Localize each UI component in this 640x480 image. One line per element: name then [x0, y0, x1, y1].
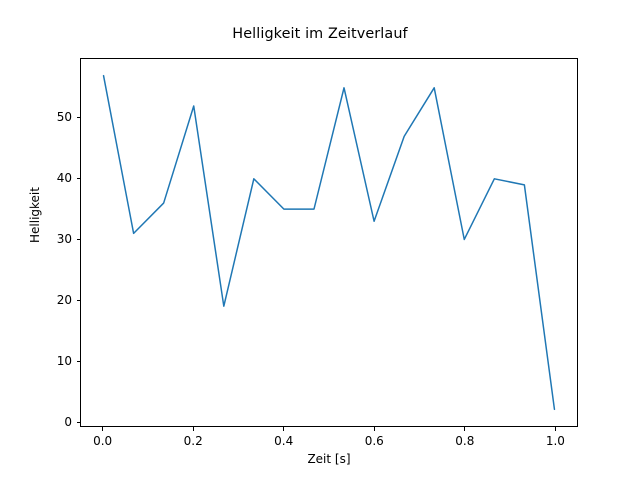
x-tick-label: 0.6	[364, 434, 384, 448]
x-tick-label: 0.0	[93, 434, 113, 448]
y-tick-mark	[76, 116, 80, 118]
x-tick-mark	[554, 427, 556, 431]
x-tick-mark	[373, 427, 375, 431]
y-tick-mark	[76, 177, 80, 179]
chart-title: Helligkeit im Zeitverlauf	[232, 26, 408, 42]
y-tick-mark	[76, 238, 80, 240]
y-tick-label: 50	[56, 110, 72, 125]
y-tick-label: 40	[56, 171, 72, 186]
series-helligkeit-line	[102, 74, 556, 411]
x-tick-mark	[102, 427, 104, 431]
y-tick-mark	[76, 360, 80, 362]
y-tick-mark	[76, 299, 80, 301]
y-tick-mark	[76, 421, 80, 423]
y-tick-label: 30	[56, 232, 72, 247]
x-tick-label: 0.2	[183, 434, 203, 448]
y-tick-label: 0	[64, 415, 72, 430]
x-tick-label: 1.0	[545, 434, 565, 448]
x-tick-mark	[464, 427, 466, 431]
x-tick-mark	[283, 427, 285, 431]
data-line-series	[102, 74, 556, 411]
plot-area	[80, 58, 578, 427]
x-tick-mark	[192, 427, 194, 431]
y-tick-label: 10	[56, 354, 72, 369]
y-tick-label: 20	[56, 293, 72, 308]
x-tick-label: 0.8	[455, 434, 475, 448]
x-tick-label: 0.4	[274, 434, 294, 448]
x-axis-label: Zeit [s]	[307, 452, 351, 466]
